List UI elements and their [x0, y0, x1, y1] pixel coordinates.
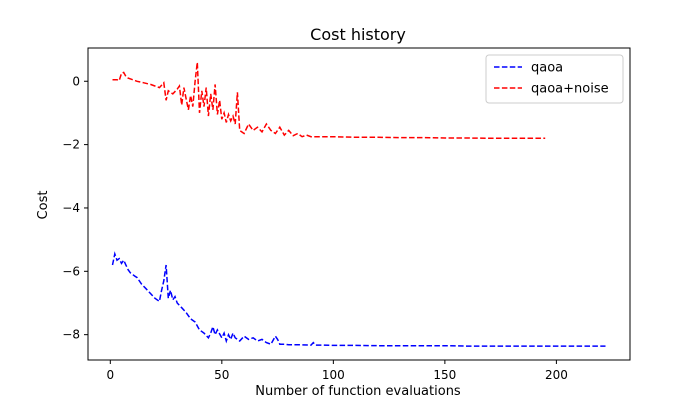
x-tick-label: 150	[433, 368, 456, 382]
y-tick-label: −6	[62, 264, 80, 278]
x-tick-label: 200	[545, 368, 568, 382]
plot-frame	[87, 47, 631, 361]
y-tick-label: −8	[62, 328, 80, 342]
y-tick-label: 0	[72, 74, 80, 88]
y-tick-label: −2	[62, 138, 80, 152]
plot-area	[87, 47, 631, 361]
x-axis-ticks: 0 50 100 150 200	[106, 360, 568, 382]
x-tick-label: 50	[214, 368, 229, 382]
series-line-qaoa	[111, 251, 606, 347]
legend-label: qaoa	[531, 61, 563, 76]
series-line-qaoa-noise	[112, 62, 546, 140]
y-tick-label: −4	[62, 201, 80, 215]
y-axis-label: Cost	[36, 191, 51, 220]
x-tick-label: 0	[106, 368, 114, 382]
y-axis-ticks: 0 −2 −4 −6 −8	[62, 74, 88, 342]
legend-label: qaoa+noise	[531, 82, 609, 97]
x-tick-label: 100	[322, 368, 345, 382]
x-axis-label: Number of function evaluations	[255, 384, 461, 399]
legend: qaoa qaoa+noise	[485, 54, 624, 104]
chart-title: Cost history	[310, 25, 406, 44]
